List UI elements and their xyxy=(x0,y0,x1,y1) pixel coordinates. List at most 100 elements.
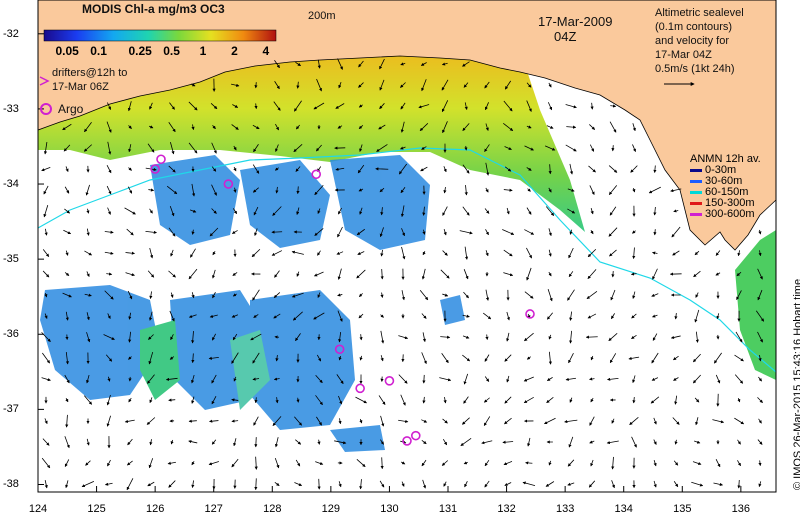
velocity-arrow xyxy=(231,83,240,87)
velocity-arrow xyxy=(590,207,594,215)
velocity-arrow xyxy=(503,272,514,277)
velocity-arrow xyxy=(587,313,597,319)
velocity-arrow xyxy=(232,208,238,215)
velocity-arrow xyxy=(105,354,113,362)
velocity-arrow xyxy=(43,205,49,218)
velocity-arrow xyxy=(547,288,553,302)
velocity-arrow xyxy=(463,373,469,385)
velocity-arrow xyxy=(106,121,112,133)
velocity-arrow xyxy=(484,144,490,153)
velocity-arrow xyxy=(254,478,258,491)
velocity-arrow xyxy=(380,355,384,362)
velocity-arrow xyxy=(504,417,512,425)
velocity-arrow xyxy=(673,481,679,488)
velocity-arrow xyxy=(503,461,513,466)
velocity-arrow xyxy=(568,247,574,259)
velocity-arrow xyxy=(755,310,765,322)
velocity-arrow xyxy=(149,102,153,110)
velocity-arrow xyxy=(84,122,92,133)
velocity-arrow xyxy=(567,188,575,192)
velocity-arrow xyxy=(147,481,155,487)
velocity-arrow xyxy=(231,458,239,468)
velocity-arrow xyxy=(317,439,321,445)
x-tick-label: 131 xyxy=(438,503,458,515)
velocity-arrow xyxy=(418,104,430,109)
velocity-arrow xyxy=(64,436,70,449)
velocity-arrow xyxy=(611,418,615,424)
velocity-arrow xyxy=(546,312,553,320)
x-tick-label: 125 xyxy=(87,503,106,515)
velocity-arrow xyxy=(736,271,742,277)
velocity-arrow xyxy=(482,312,492,320)
velocity-arrow xyxy=(191,331,195,344)
velocity-arrow xyxy=(379,187,385,193)
velocity-arrow xyxy=(209,314,218,318)
velocity-arrow xyxy=(566,125,577,129)
velocity-arrow xyxy=(335,103,345,109)
velocity-arrow xyxy=(295,166,301,172)
velocity-arrow xyxy=(314,184,324,196)
velocity-arrow xyxy=(439,377,452,382)
velocity-arrow xyxy=(231,230,238,234)
velocity-arrow xyxy=(336,374,344,385)
velocity-arrow xyxy=(359,207,363,215)
velocity-arrow xyxy=(232,293,237,297)
velocity-arrow xyxy=(734,374,744,384)
velocity-arrow xyxy=(609,249,617,257)
anmn-depth-swatch xyxy=(690,169,702,172)
velocity-arrow xyxy=(107,207,111,215)
argo-float-marker xyxy=(334,344,345,355)
velocity-arrow xyxy=(610,104,617,108)
velocity-arrow xyxy=(652,251,658,255)
argo-legend-symbol xyxy=(40,103,52,115)
velocity-arrow xyxy=(83,144,93,152)
velocity-arrow xyxy=(250,333,262,341)
velocity-arrow xyxy=(191,480,195,489)
velocity-arrow xyxy=(316,354,322,362)
velocity-arrow xyxy=(422,206,426,216)
anmn-depth-label: 150-300m xyxy=(705,197,755,209)
velocity-arrow xyxy=(254,103,258,110)
velocity-arrow xyxy=(485,162,490,176)
velocity-arrow xyxy=(548,249,552,257)
velocity-arrow xyxy=(126,478,134,491)
colorbar xyxy=(43,29,277,42)
velocity-arrow xyxy=(294,416,302,426)
velocity-arrow xyxy=(399,146,406,150)
velocity-arrow xyxy=(590,355,594,361)
velocity-arrow xyxy=(127,290,133,300)
velocity-arrow xyxy=(421,313,427,319)
velocity-arrow xyxy=(545,481,555,487)
velocity-arrow xyxy=(104,482,113,486)
velocity-arrow xyxy=(587,248,597,258)
velocity-arrow xyxy=(314,228,324,236)
velocity-arrow xyxy=(632,375,636,384)
velocity-arrow xyxy=(191,374,195,384)
velocity-arrow xyxy=(607,377,619,381)
x-tick-label: 134 xyxy=(614,503,633,515)
velocity-arrow xyxy=(42,249,50,258)
contour-label: 200m xyxy=(308,10,336,22)
plot-frame xyxy=(37,0,777,493)
velocity-arrow xyxy=(589,440,595,444)
velocity-arrow xyxy=(65,166,69,173)
velocity-arrow xyxy=(359,334,363,341)
velocity-arrow xyxy=(567,208,576,214)
velocity-arrow xyxy=(522,481,536,487)
copyright-stamp: © IMOS 26-Mar-2015 15:43:16 Hobart time xyxy=(792,278,800,490)
velocity-arrow xyxy=(544,145,556,151)
velocity-arrow xyxy=(674,395,678,405)
velocity-arrow xyxy=(274,60,280,69)
altimetry-info: Altimetric sealevel (0.1m contours) and … xyxy=(655,7,744,75)
velocity-arrow xyxy=(628,356,640,361)
velocity-arrow xyxy=(86,271,90,278)
velocity-arrow xyxy=(380,330,385,344)
map-title: MODIS Chl-a mg/m3 OC3 xyxy=(82,2,225,16)
velocity-arrow xyxy=(442,121,448,134)
velocity-arrow xyxy=(442,250,448,256)
anmn-legend: ANMN 12h av. 0-30m 30-60m 60-150m 150-300m 3… xyxy=(690,153,770,220)
velocity-arrow xyxy=(254,82,258,89)
velocity-arrow xyxy=(632,123,636,132)
velocity-arrow xyxy=(484,459,490,467)
argo-float-marker xyxy=(156,154,166,165)
